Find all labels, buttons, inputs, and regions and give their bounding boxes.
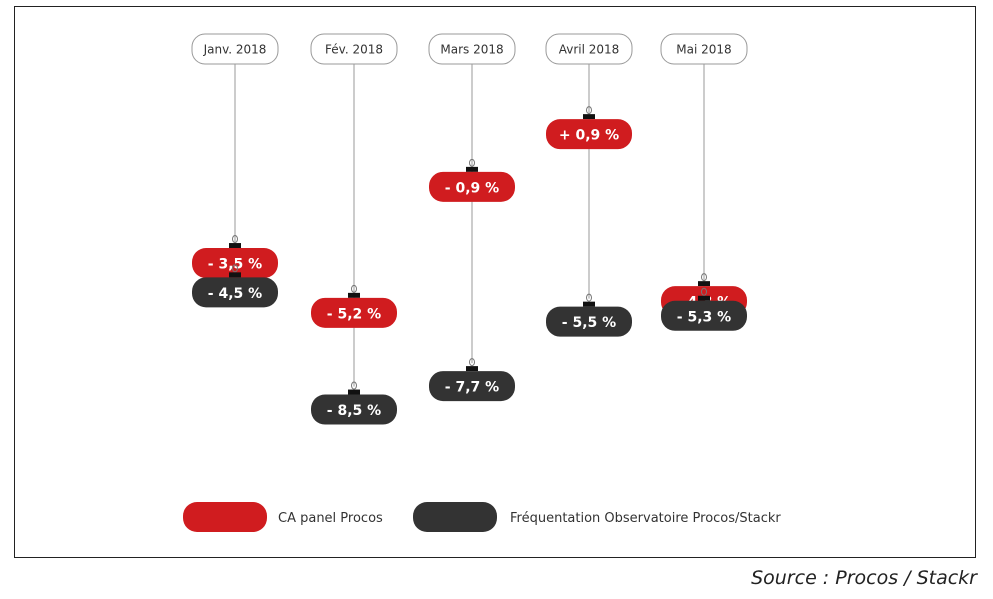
month-column: Mai 2018- 4,8 %- 5,3 % (660, 33, 748, 331)
value-tag (429, 171, 515, 202)
month-column: Janv. 2018- 3,5 %- 4,5 % (191, 33, 279, 308)
tag-clip (583, 301, 595, 307)
tag-clip (583, 114, 595, 120)
value-label: - 5,2 % (327, 306, 381, 322)
tag-clip (229, 272, 241, 278)
tag-clip (698, 281, 710, 287)
tag-clip-loop (232, 235, 238, 244)
tag-clip (348, 389, 360, 395)
tag-clip-loop (351, 381, 357, 390)
tag-clip-loop (586, 106, 592, 115)
value-tag (192, 248, 278, 279)
month-column: Mars 2018 - 0,9 % - 7,7 % (428, 33, 516, 402)
legend-label: CA panel Procos (278, 511, 383, 526)
legend-label: Fréquentation Observatoire Procos/Stackr (510, 511, 781, 526)
tag-clip (466, 166, 478, 172)
tag-clip (466, 366, 478, 372)
tag-clip-loop (232, 264, 238, 273)
legend-swatch (413, 502, 497, 532)
month-label: Fév. 2018 (325, 43, 383, 57)
value-label: - 5,3 % (677, 309, 731, 325)
tag-clip-loop (469, 158, 475, 167)
tag-clip-loop (469, 358, 475, 367)
value-tag (546, 306, 632, 337)
value-tag (546, 119, 632, 150)
value-label: - 8,5 % (327, 403, 381, 419)
month-column: Avril 2018 + 0,9 % - 5,5 % (545, 33, 633, 337)
value-label: - 7,7 % (445, 380, 499, 396)
value-label: + 0,9 % (559, 128, 619, 144)
value-tag (429, 371, 515, 402)
chart-frame (14, 6, 976, 558)
tag-clip-loop (701, 287, 707, 296)
source-caption: Source : Procos / Stackr (751, 567, 977, 589)
value-label: - 4,5 % (208, 286, 262, 302)
tag-clip-loop (351, 284, 357, 293)
tag-clip-loop (586, 293, 592, 302)
value-tag (192, 277, 278, 308)
tag-clip (348, 292, 360, 298)
value-label: - 0,9 % (445, 180, 499, 196)
month-label: Janv. 2018 (203, 43, 267, 57)
tag-clip (698, 295, 710, 301)
value-tag (311, 394, 397, 425)
month-label: Mai 2018 (676, 43, 731, 57)
legend: CA panel Procos Fréquentation Observatoir… (183, 502, 781, 532)
month-label: Mars 2018 (440, 43, 503, 57)
tag-clip-loop (701, 273, 707, 282)
value-label: - 5,5 % (562, 315, 616, 331)
value-tag (311, 297, 397, 328)
month-column: Fév. 2018 - 5,2 % - 8,5 % (310, 33, 398, 425)
value-tag (661, 300, 747, 331)
legend-swatch (183, 502, 267, 532)
tag-clip (229, 243, 241, 249)
month-label: Avril 2018 (559, 43, 620, 57)
